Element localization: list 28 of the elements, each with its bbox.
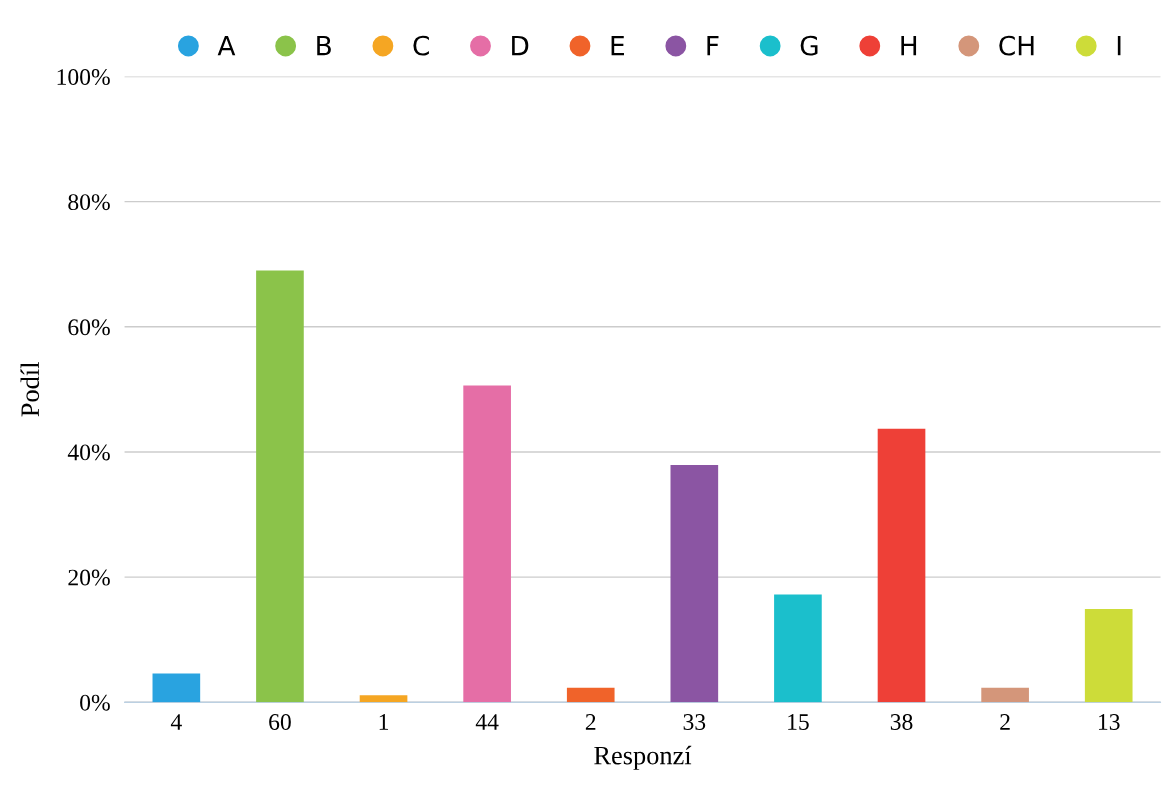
legend-label: I bbox=[1117, 35, 1121, 56]
legend-label: CH bbox=[999, 35, 1034, 56]
x-tick-label: 60 bbox=[269, 714, 291, 730]
x-tick-label: 2 bbox=[585, 714, 596, 730]
y-axis-title: Podíl bbox=[20, 362, 40, 417]
legend-label: E bbox=[611, 35, 624, 56]
x-tick-label: 13 bbox=[1098, 714, 1120, 730]
legend-label: B bbox=[317, 35, 331, 56]
x-axis-title: Responzí bbox=[594, 745, 692, 770]
x-tick-label: 1 bbox=[379, 714, 389, 730]
legend-label: A bbox=[217, 35, 236, 56]
y-tick-label: 100% bbox=[57, 69, 110, 86]
x-tick-label: 15 bbox=[788, 714, 809, 730]
y-tick-label: 0% bbox=[80, 694, 110, 711]
y-tick-label: 20% bbox=[68, 569, 110, 586]
legend-label: G bbox=[800, 35, 818, 56]
y-tick-label: 60% bbox=[68, 319, 110, 336]
y-tick-label: 80% bbox=[68, 194, 110, 211]
x-tick-label: 44 bbox=[475, 714, 499, 730]
x-tick-label: 33 bbox=[683, 714, 706, 730]
y-tick-label: 40% bbox=[67, 444, 110, 461]
legend-label: D bbox=[512, 35, 529, 56]
legend-label: C bbox=[413, 35, 429, 56]
x-tick-label: 38 bbox=[890, 714, 913, 730]
legend-label: H bbox=[901, 35, 917, 56]
x-tick-label: 2 bbox=[1000, 714, 1010, 730]
x-tick-label: 4 bbox=[170, 714, 182, 730]
legend-label: F bbox=[707, 35, 719, 56]
